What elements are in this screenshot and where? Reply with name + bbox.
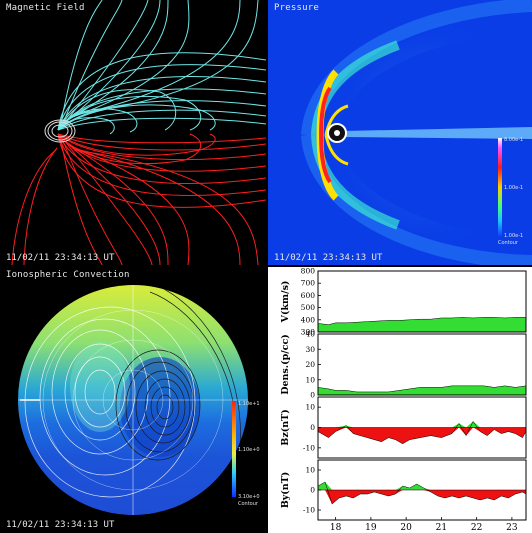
series-area-negative-3 xyxy=(318,490,526,504)
series-label: V(km/s) xyxy=(280,281,291,324)
y-tick-label: 40 xyxy=(305,330,315,339)
pressure-panel: Pressure xyxy=(268,0,532,265)
series-line-1 xyxy=(317,385,527,393)
plot-frame xyxy=(317,333,527,396)
solar-wind-plots-panel: 300 400 500 600 700 800 V(km/s) 0 10 20 30 40 Dens.(… xyxy=(268,267,532,533)
y-tick-label: 700 xyxy=(301,279,316,288)
solar-wind-chart: 300 400 500 600 700 800 V(km/s) 0 10 20 30 40 Dens.(… xyxy=(280,267,527,533)
x-tick-label: 23 xyxy=(506,523,518,533)
colorbar-max: 8.00e-1 xyxy=(504,137,523,143)
series-area-1 xyxy=(318,385,526,395)
y-tick-label: 30 xyxy=(305,345,315,354)
plot-frame xyxy=(317,270,527,333)
pressure-colorbar xyxy=(498,138,502,236)
colorbar-label: Contour xyxy=(498,240,519,246)
x-tick-label: 22 xyxy=(471,523,482,533)
pressure-map: 8.00e-1 1.00e-1 1.00e-1 Contour xyxy=(268,0,532,265)
timestamp: 11/02/11 23:34:13 UT xyxy=(274,253,383,263)
series-area-0 xyxy=(318,317,526,332)
series-area-positive-2 xyxy=(318,421,526,428)
y-tick-label: 0 xyxy=(310,391,315,400)
ionosphere-colorbar xyxy=(232,401,236,497)
x-tick-label: 21 xyxy=(436,523,447,533)
series-label: Bz(nT) xyxy=(280,409,291,445)
y-tick-label: 400 xyxy=(301,315,316,324)
timestamp: 11/02/11 23:34:13 UT xyxy=(6,253,115,263)
x-tick-label: 19 xyxy=(365,523,377,533)
ionospheric-convection-panel: Ionospheric Convection xyxy=(0,267,266,533)
series-line-3 xyxy=(317,481,527,505)
y-tick-label: -10 xyxy=(303,443,315,452)
series-line-2 xyxy=(317,420,527,445)
series-label: Dens.(p/cc) xyxy=(280,334,291,395)
y-tick-label: 300 xyxy=(301,328,316,337)
series-area-negative-2 xyxy=(318,427,526,444)
ionosphere-map: 1.10e+1 1.10e+0 3.10e+0 Contour xyxy=(18,285,260,515)
colorbar-min: 1.00e-1 xyxy=(504,233,523,239)
y-tick-label: 10 xyxy=(305,375,315,384)
y-tick-label: 10 xyxy=(305,466,315,475)
y-tick-label: 0 xyxy=(310,423,315,432)
x-tick-label: 18 xyxy=(330,523,342,533)
y-tick-label: 20 xyxy=(305,360,315,369)
panel-title: Ionospheric Convection xyxy=(6,270,130,280)
colorbar-mid: 1.00e-1 xyxy=(504,185,523,191)
colorbar-min: 3.10e+0 xyxy=(238,494,260,500)
timestamp: 11/02/11 23:34:13 UT xyxy=(6,520,115,530)
y-tick-label: 10 xyxy=(305,403,315,412)
panel-title: Pressure xyxy=(274,3,319,13)
x-tick-label: 20 xyxy=(400,523,412,533)
series-line-0 xyxy=(317,317,526,325)
y-tick-label: 500 xyxy=(301,303,316,312)
y-tick-label: 800 xyxy=(301,267,316,276)
panel-title: Magnetic Field xyxy=(6,3,85,13)
series-label: By(nT) xyxy=(280,472,291,509)
y-tick-label: 600 xyxy=(301,291,316,300)
magnetic-field-panel: Magnetic Field xyxy=(0,0,266,265)
colorbar-label: Contour xyxy=(238,501,259,507)
y-tick-label: -10 xyxy=(303,506,315,515)
colorbar-max: 1.10e+1 xyxy=(238,401,260,407)
y-tick-label: 0 xyxy=(310,486,315,495)
series-area-positive-3 xyxy=(318,482,526,490)
colorbar-mid: 1.10e+0 xyxy=(238,447,260,453)
magnetic-field-lines xyxy=(11,0,266,265)
